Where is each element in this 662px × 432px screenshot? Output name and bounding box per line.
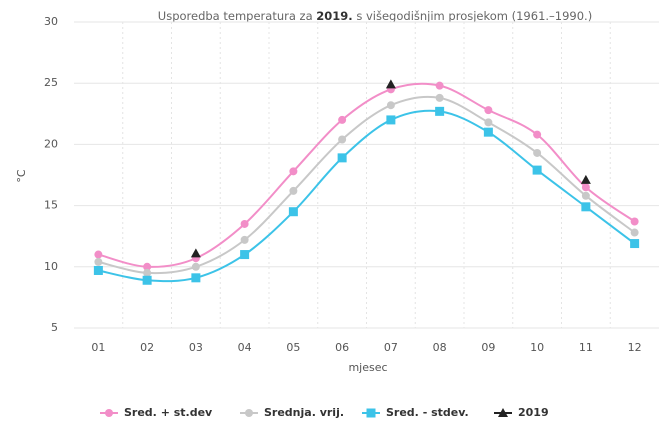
y-tick-label: 10 <box>44 260 58 273</box>
marker <box>240 250 250 260</box>
legend-marker <box>245 409 253 417</box>
y-tick-label: 20 <box>44 137 58 150</box>
marker <box>191 273 201 283</box>
x-tick-label: 11 <box>579 341 593 354</box>
marker <box>338 115 347 124</box>
title-part: Usporedba temperatura za <box>158 9 317 23</box>
marker <box>484 106 493 115</box>
marker <box>580 174 591 184</box>
marker <box>385 79 396 89</box>
legend-item: Srednja. vrij. <box>240 406 344 419</box>
marker <box>581 183 590 192</box>
marker <box>581 191 590 200</box>
marker <box>143 262 152 271</box>
marker <box>435 93 444 102</box>
y-tick-label: 25 <box>44 76 58 89</box>
y-axis-label: °C <box>15 169 28 183</box>
series-line <box>98 82 636 268</box>
marker <box>581 202 591 212</box>
legend-label: Sred. + st.dev <box>124 406 213 419</box>
marker <box>484 118 493 127</box>
legend-item: 2019 <box>494 406 549 419</box>
chart-title: Usporedba temperatura za 2019. s višegod… <box>158 9 592 23</box>
x-tick-label: 10 <box>530 341 544 354</box>
marker <box>435 81 444 90</box>
marker <box>191 262 200 271</box>
marker <box>240 235 249 244</box>
legend-label: Srednja. vrij. <box>264 406 344 419</box>
marker <box>142 275 152 285</box>
y-tick-label: 15 <box>44 199 58 212</box>
x-tick-label: 07 <box>384 341 398 354</box>
marker <box>630 228 639 237</box>
legend-item: Sred. - stdev. <box>362 406 469 419</box>
legend-marker <box>498 408 508 417</box>
marker <box>630 217 639 226</box>
legend-item: Sred. + st.dev <box>100 406 213 419</box>
marker <box>630 239 640 249</box>
x-tick-label: 08 <box>433 341 447 354</box>
marker <box>240 219 249 228</box>
x-tick-label: 03 <box>189 341 203 354</box>
legend-label: 2019 <box>518 406 549 419</box>
legend-marker <box>105 409 113 417</box>
marker <box>533 148 542 157</box>
x-tick-label: 02 <box>140 341 154 354</box>
title-part: s višegodišnjim prosjekom (1961.–1990.) <box>353 9 593 23</box>
y-tick-label: 5 <box>51 321 58 334</box>
marker <box>93 265 103 275</box>
marker <box>533 130 542 139</box>
series-line <box>98 109 636 283</box>
marker <box>386 101 395 110</box>
marker <box>143 268 152 277</box>
x-tick-label: 09 <box>481 341 495 354</box>
marker <box>94 250 103 259</box>
x-tick-label: 01 <box>91 341 105 354</box>
x-tick-label: 06 <box>335 341 349 354</box>
x-axis-label: mjesec <box>348 361 387 374</box>
y-tick-label: 30 <box>44 15 58 28</box>
marker <box>532 165 542 175</box>
marker <box>386 115 396 125</box>
marker <box>289 167 298 176</box>
marker <box>289 186 298 195</box>
marker <box>190 248 201 258</box>
marker <box>338 135 347 144</box>
x-tick-label: 04 <box>238 341 252 354</box>
marker <box>337 153 347 163</box>
x-tick-label: 12 <box>628 341 642 354</box>
legend-label: Sred. - stdev. <box>386 406 469 419</box>
legend-marker <box>366 408 376 418</box>
title-part: 2019. <box>316 9 352 23</box>
x-tick-label: 05 <box>286 341 300 354</box>
marker <box>483 127 493 137</box>
marker <box>435 106 445 116</box>
marker <box>288 207 298 217</box>
marker <box>94 257 103 266</box>
